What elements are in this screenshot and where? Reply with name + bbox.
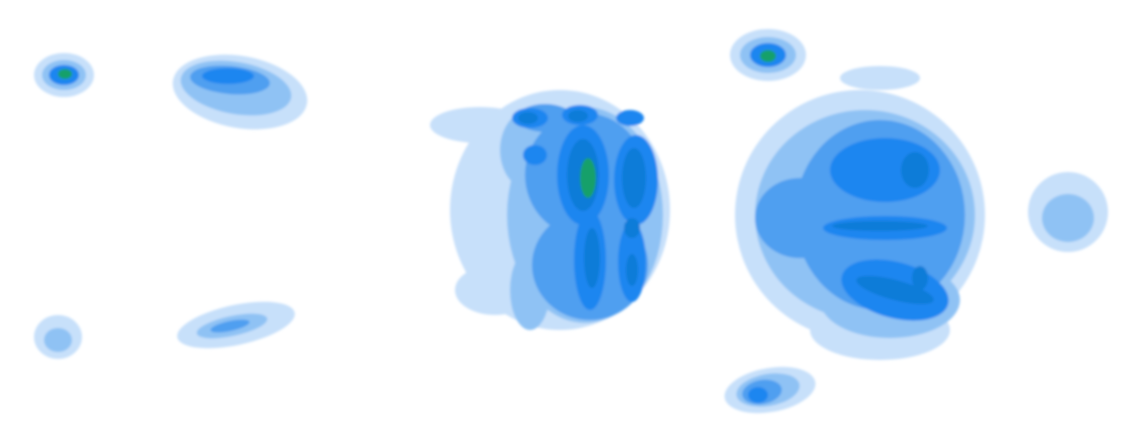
heatmap-cell-upper-left-patch-level-4-0 (202, 68, 254, 84)
heatmap-cell-central-block-level-4-7 (523, 145, 547, 165)
heatmap-cell-lower-right-streak-level-4-0 (748, 387, 768, 403)
heatmap-region-upper-left-patch (172, 54, 308, 130)
heatmap-cell-central-block-level-5-1 (622, 148, 646, 208)
heatmap-cell-right-block-level-5-2 (856, 275, 934, 305)
heatmap-cell-central-block-level-5-2 (584, 228, 600, 288)
heatmap-cell-central-block-level-5-3 (624, 218, 640, 238)
heatmap-cell-lower-left-spot-level-2-0 (44, 328, 72, 352)
heatmap-cell-upper-left-spot-level-6-0 (58, 69, 72, 79)
heatmap-cell-right-block-level-3-1 (755, 178, 845, 258)
heatmap-region-central-block (430, 90, 670, 330)
heatmap-region-lower-left-streak (177, 301, 295, 349)
heatmap-cell-right-block-level-5-1 (832, 221, 928, 231)
heatmap-region-right-block (735, 66, 985, 360)
heatmap-cell-right-block-level-1-1 (840, 66, 920, 90)
heatmap-cell-central-block-level-5-6 (568, 110, 588, 122)
heatmap-cell-right-block-level-5-3 (912, 266, 928, 290)
heatmap-cell-lower-left-streak-level-3-0 (210, 319, 250, 333)
heatmap-cell-upper-right-spot-level-6-0 (760, 50, 776, 62)
heatmap-region-lower-left-spot (34, 315, 82, 359)
heatmap-cell-central-block-level-5-4 (626, 254, 638, 286)
heatmap-region-upper-right-spot (730, 29, 806, 81)
heatmap-cell-right-block-level-5-0 (901, 152, 929, 188)
heatmap-region-far-right-spot (1028, 172, 1108, 252)
heatmap-layer (34, 29, 1108, 414)
heatmap-cell-far-right-spot-level-2-0 (1042, 194, 1094, 242)
heatmap-cell-central-block-level-4-6 (616, 110, 644, 126)
heatmap-region-lower-right-streak (724, 366, 816, 414)
heatmap-cell-central-block-level-6-0 (580, 158, 596, 198)
heatmap-cell-central-block-level-5-5 (518, 112, 538, 124)
heatmap-region-upper-left-spot (34, 53, 94, 97)
